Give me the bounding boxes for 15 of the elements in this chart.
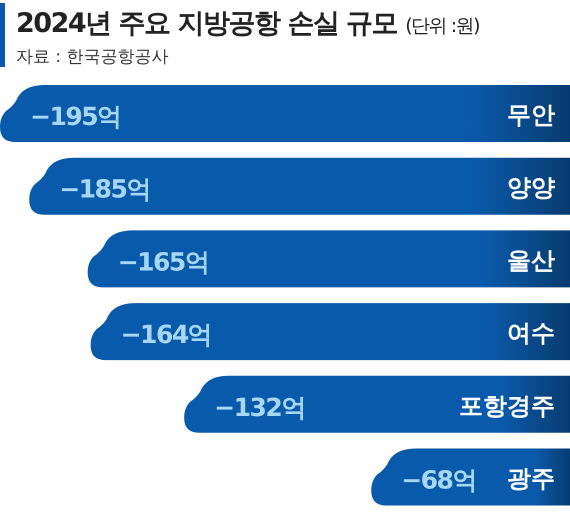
data-label: −68억 [401,466,476,494]
y-tick-label: 무안 [507,101,555,129]
text: 자료 : 한국공항공사 [16,47,169,67]
y-tick-label: 광주 [507,464,555,492]
data-label: −165억 [118,247,208,276]
data-label: −164억 [120,320,212,350]
data-label: −185억 [59,174,150,204]
y-tick-label: 울산 [507,246,555,274]
y-tick-label: 여수 [507,319,555,348]
data-label: −132억 [214,392,305,422]
chart-title: 2024년 주요 지방공항 손실 규모 [16,8,398,39]
chart-subtitle: (단위 :원) [405,15,480,37]
data-label: −195억 [30,102,121,131]
y-tick-label: 양양 [507,174,555,202]
y-tick-label: 포항경주 [459,392,555,420]
